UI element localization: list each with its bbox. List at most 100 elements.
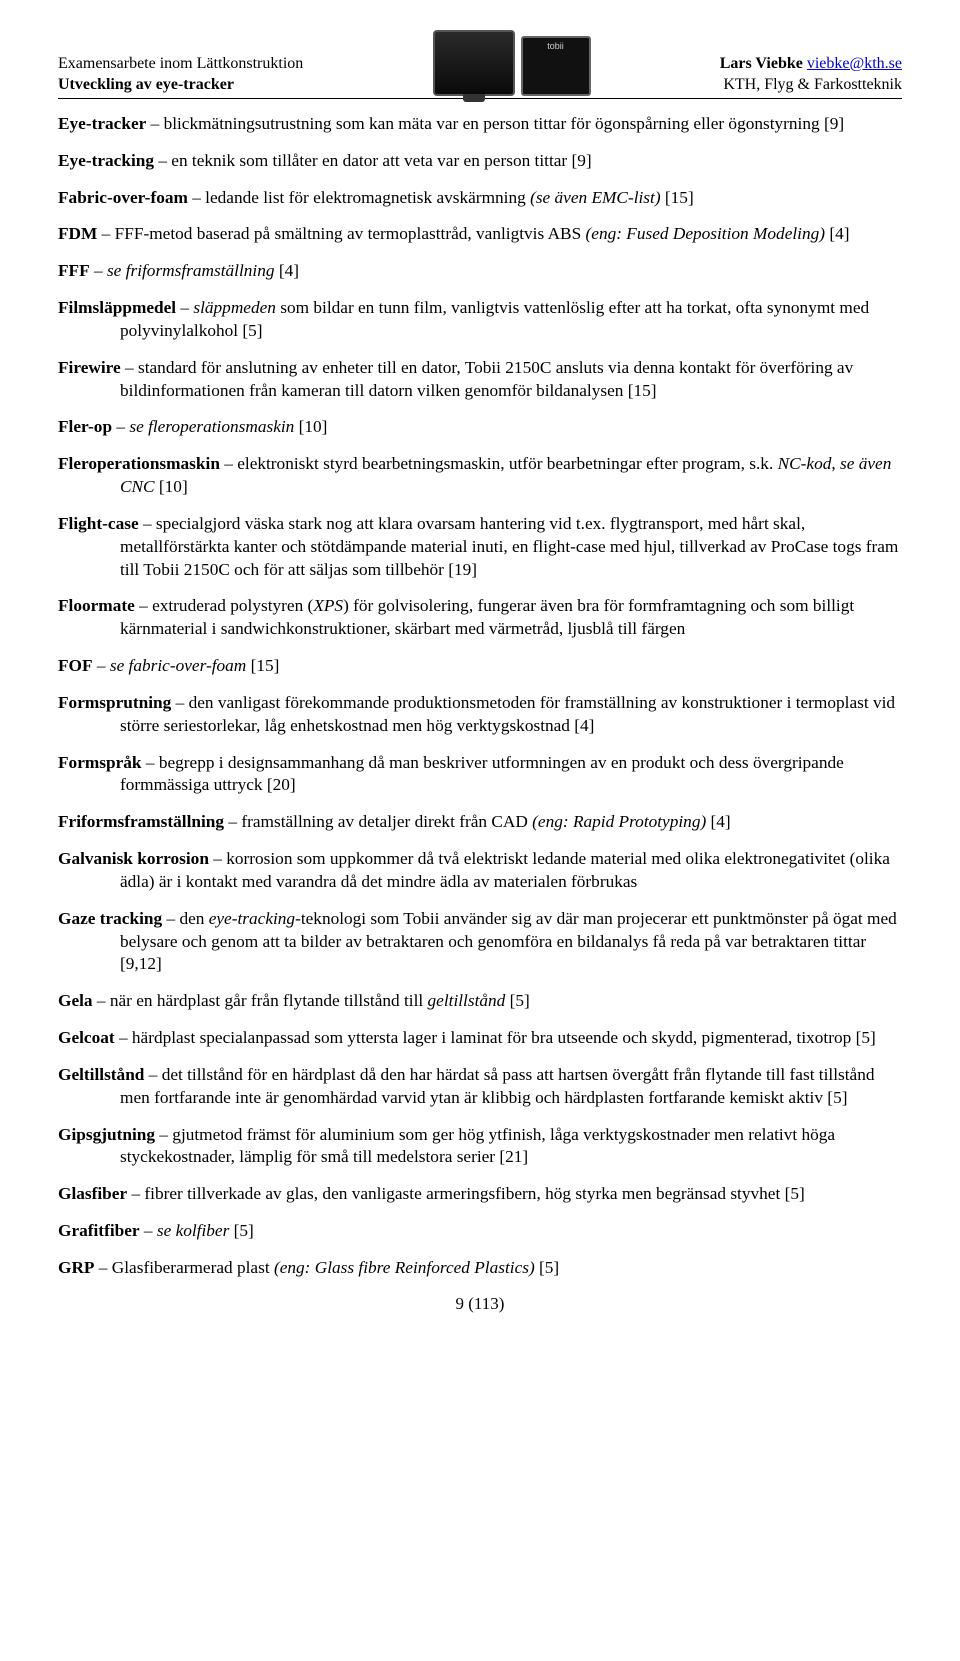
glossary-definition: den vanligast förekommande produktionsme… [120, 693, 895, 735]
term-separator: – [162, 909, 179, 928]
glossary-definition: FFF-metod baserad på smältning av termop… [115, 224, 586, 243]
monitor-image-2: tobii [521, 36, 591, 96]
glossary-term: Firewire [58, 358, 121, 377]
term-separator: – [139, 514, 156, 533]
author-email: viebke@kth.se [807, 55, 902, 72]
glossary-entry: Grafitfiber – se kolfiber [5] [58, 1220, 902, 1243]
header-left-line2: Utveckling av eye-tracker [58, 74, 303, 96]
glossary-italic: (se även EMC-list) [530, 188, 661, 207]
glossary-entry: Eye-tracking – en teknik som tillåter en… [58, 150, 902, 173]
glossary-entry: Geltillstånd – det tillstånd för en härd… [58, 1064, 902, 1110]
term-separator: – [94, 1258, 111, 1277]
glossary-term: FFF [58, 261, 90, 280]
glossary-after: [15] [661, 188, 694, 207]
glossary-italic: släppmeden [193, 298, 276, 317]
document-page: Examensarbete inom Lättkonstruktion Utve… [0, 0, 960, 1342]
glossary-term: Formsprutning [58, 693, 171, 712]
glossary-entry: Glasfiber – fibrer tillverkade av glas, … [58, 1183, 902, 1206]
author-name: Lars Viebke [720, 55, 803, 72]
glossary-term: Formspråk [58, 753, 142, 772]
glossary-italic: XPS [313, 596, 343, 615]
glossary-entry: FOF – se fabric-over-foam [15] [58, 655, 902, 678]
glossary-entry: Formspråk – begrepp i designsammanhang d… [58, 752, 902, 798]
glossary-italic: eye-tracking [209, 909, 295, 928]
glossary-after: [5] [229, 1221, 253, 1240]
glossary-entry: Gela – när en härdplast går från flytand… [58, 990, 902, 1013]
glossary-term: Filmsläppmedel [58, 298, 176, 317]
glossary-term: Fler-op [58, 417, 112, 436]
glossary-term: Gelcoat [58, 1028, 115, 1047]
glossary-after: [4] [825, 224, 849, 243]
glossary-term: Fleroperationsmaskin [58, 454, 220, 473]
glossary-term: Eye-tracking [58, 151, 154, 170]
glossary-definition: när en härdplast går från flytande tills… [110, 991, 428, 1010]
glossary-italic: se fleroperationsmaskin [129, 417, 294, 436]
glossary-italic: (eng: Fused Deposition Modeling) [586, 224, 825, 243]
term-separator: – [90, 261, 107, 280]
glossary-definition: framställning av detaljer direkt från CA… [241, 812, 532, 831]
glossary-term: FOF [58, 656, 93, 675]
glossary-entry: Filmsläppmedel – släppmeden som bildar e… [58, 297, 902, 343]
glossary-term: Gipsgjutning [58, 1125, 155, 1144]
term-separator: – [155, 1125, 172, 1144]
glossary-definition: det tillstånd för en härdplast då den ha… [120, 1065, 875, 1107]
glossary-definition: extruderad polystyren ( [152, 596, 313, 615]
glossary-entry: Fler-op – se fleroperationsmaskin [10] [58, 416, 902, 439]
glossary-entry: Gaze tracking – den eye-tracking-teknolo… [58, 908, 902, 976]
glossary-entry: Fleroperationsmaskin – elektroniskt styr… [58, 453, 902, 499]
glossary-definition: fibrer tillverkade av glas, den vanligas… [144, 1184, 804, 1203]
term-separator: – [171, 693, 188, 712]
glossary-term: Grafitfiber [58, 1221, 140, 1240]
page-number: 9 (113) [58, 1294, 902, 1314]
glossary-term: Glasfiber [58, 1184, 127, 1203]
term-separator: – [144, 1065, 161, 1084]
glossary-definition: elektroniskt styrd bearbetningsmaskin, u… [237, 454, 777, 473]
glossary-term: Geltillstånd [58, 1065, 144, 1084]
term-separator: – [135, 596, 152, 615]
glossary-definition: specialgjord väska stark nog att klara o… [120, 514, 898, 579]
monitor-image-1 [433, 30, 515, 96]
glossary-term: Gaze tracking [58, 909, 162, 928]
glossary-term: Friformsframställning [58, 812, 224, 831]
glossary-entry: Firewire – standard för anslutning av en… [58, 357, 902, 403]
monitor-brand: tobii [523, 41, 589, 51]
glossary-entry: Flight-case – specialgjord väska stark n… [58, 513, 902, 581]
glossary-term: FDM [58, 224, 97, 243]
header-left: Examensarbete inom Lättkonstruktion Utve… [58, 53, 303, 96]
term-separator: – [93, 656, 110, 675]
term-separator: – [209, 849, 226, 868]
header-left-line1: Examensarbete inom Lättkonstruktion [58, 53, 303, 75]
glossary-after: [5] [535, 1258, 559, 1277]
glossary-entries: Eye-tracker – blickmätningsutrustning so… [58, 113, 902, 1280]
term-separator: – [112, 417, 129, 436]
glossary-entry: Galvanisk korrosion – korrosion som uppk… [58, 848, 902, 894]
glossary-after: [5] [505, 991, 529, 1010]
glossary-italic: (eng: Rapid Prototyping) [532, 812, 706, 831]
glossary-after: [10] [155, 477, 188, 496]
glossary-definition: begrepp i designsammanhang då man beskri… [120, 753, 844, 795]
term-separator: – [188, 188, 205, 207]
term-separator: – [97, 224, 114, 243]
glossary-after: [15] [246, 656, 279, 675]
glossary-entry: Floormate – extruderad polystyren (XPS) … [58, 595, 902, 641]
glossary-italic: se fabric-over-foam [110, 656, 246, 675]
glossary-definition: härdplast specialanpassad som yttersta l… [132, 1028, 876, 1047]
glossary-term: Fabric-over-foam [58, 188, 188, 207]
glossary-entry: Fabric-over-foam – ledande list för elek… [58, 187, 902, 210]
glossary-italic: (eng: Glass fibre Reinforced Plastics) [274, 1258, 535, 1277]
term-separator: – [115, 1028, 132, 1047]
glossary-term: Galvanisk korrosion [58, 849, 209, 868]
glossary-definition: gjutmetod främst för aluminium som ger h… [120, 1125, 835, 1167]
term-separator: – [220, 454, 237, 473]
glossary-definition: blickmätningsutrustning som kan mäta var… [164, 114, 845, 133]
header-images: tobii [425, 30, 599, 96]
glossary-definition: ledande list för elektromagnetisk avskär… [205, 188, 530, 207]
term-separator: – [224, 812, 241, 831]
header-author: Lars Viebke viebke@kth.se [720, 53, 902, 75]
glossary-term: Floormate [58, 596, 135, 615]
glossary-after: [4] [275, 261, 299, 280]
glossary-entry: Formsprutning – den vanligast förekomman… [58, 692, 902, 738]
glossary-term: Eye-tracker [58, 114, 146, 133]
glossary-entry: FDM – FFF-metod baserad på smältning av … [58, 223, 902, 246]
term-separator: – [142, 753, 159, 772]
